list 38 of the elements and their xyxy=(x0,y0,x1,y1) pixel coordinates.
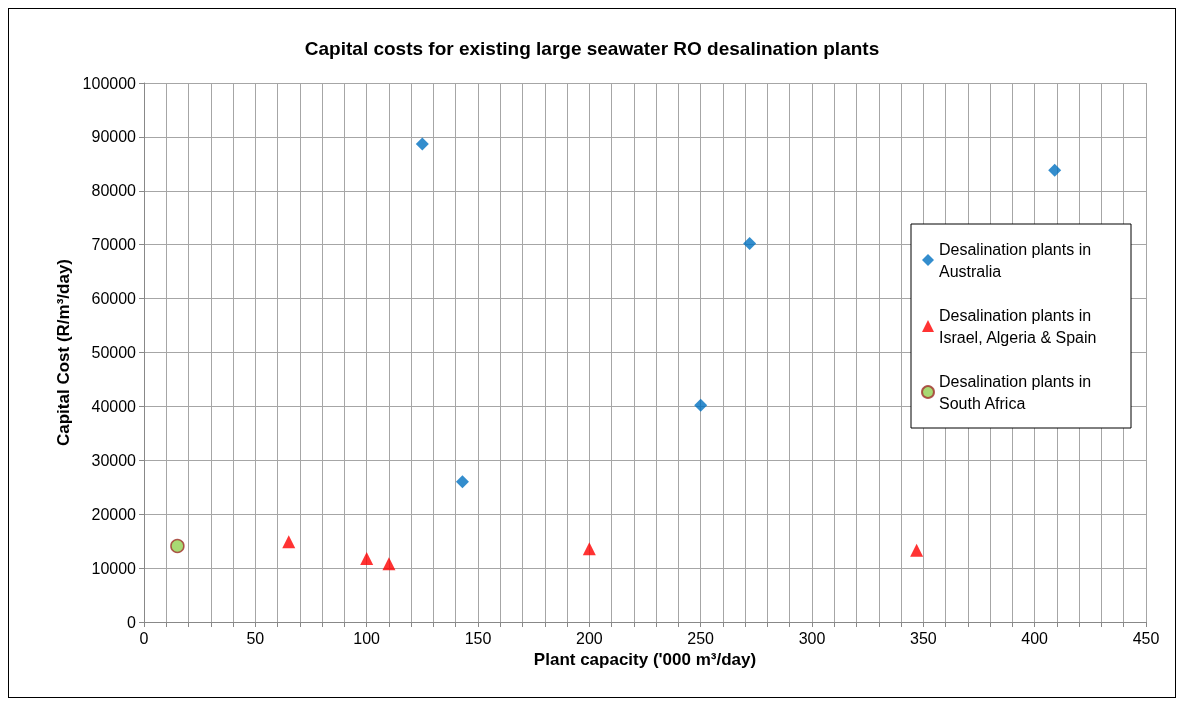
legend-label: Desalination plants in Israel, Algeria & Spain xyxy=(939,306,1097,346)
y-axis-title: Capital Cost (R/m³/day) xyxy=(53,258,73,447)
point xyxy=(382,557,396,571)
x-tick-label: 400 xyxy=(1021,629,1049,647)
point xyxy=(455,475,469,489)
point xyxy=(582,542,596,556)
y-tick-label: 10000 xyxy=(91,559,137,577)
y-tick-label: 50000 xyxy=(91,344,137,361)
legend-label: Desalination plants in South Africa xyxy=(939,372,1096,412)
y-tick-label: 80000 xyxy=(91,182,137,200)
point xyxy=(743,237,757,251)
x-tick-label: 50 xyxy=(246,629,265,647)
y-tick-label: 60000 xyxy=(91,290,137,308)
point xyxy=(694,398,708,412)
y-tick-label: 0 xyxy=(127,613,137,631)
x-tick-label: 100 xyxy=(353,629,381,647)
y-tick-label: 40000 xyxy=(91,397,137,415)
x-tick-label: 300 xyxy=(798,629,826,647)
x-tick-label: 150 xyxy=(464,629,492,647)
y-tick-label: 100000 xyxy=(82,74,137,92)
point xyxy=(282,535,296,549)
y-tick-label: 20000 xyxy=(91,505,137,523)
point xyxy=(170,538,185,554)
y-tick-label: 90000 xyxy=(91,128,137,146)
point xyxy=(415,137,429,151)
point xyxy=(360,551,374,565)
y-tick-label: 70000 xyxy=(91,236,137,254)
point xyxy=(1048,163,1062,177)
x-tick-label: 250 xyxy=(687,629,715,647)
x-tick-label: 450 xyxy=(1132,629,1160,647)
legend-label: Desalination plants in Australia xyxy=(939,240,1096,280)
x-axis-title: Plant capacity ('000 m³/day) xyxy=(533,649,757,669)
x-tick-label: 0 xyxy=(139,629,149,647)
y-tick-label: 30000 xyxy=(91,451,137,469)
point xyxy=(910,543,924,557)
x-tick-label: 200 xyxy=(575,629,603,647)
x-tick-label: 350 xyxy=(909,629,937,647)
chart-title: Capital costs for existing large seawater RO desalination plants xyxy=(304,38,880,59)
